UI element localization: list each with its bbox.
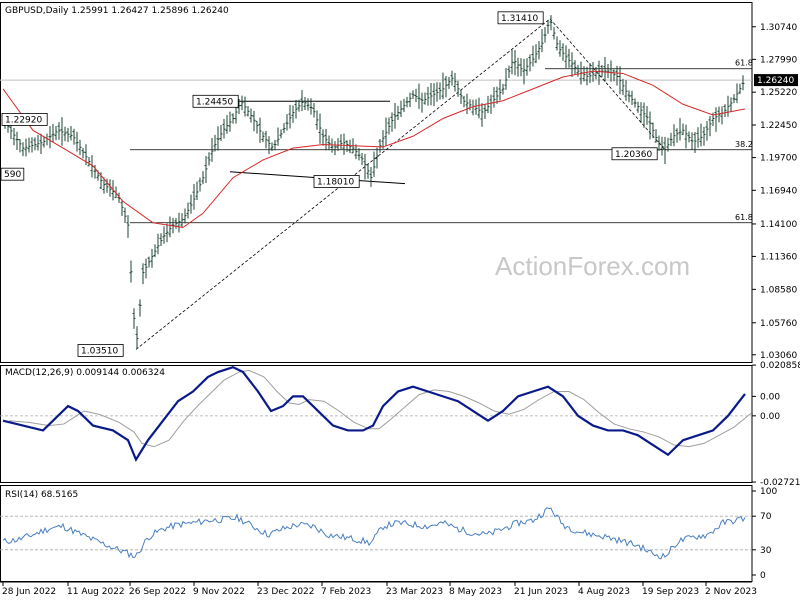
macd-signal-line: [8, 369, 752, 448]
x-tick-label: 23 Dec 2022: [257, 587, 315, 597]
x-tick-label: 7 Feb 2023: [321, 587, 371, 597]
x-tick-label: 11 Aug 2022: [67, 587, 125, 597]
sma-line: [2, 70, 746, 229]
price-label: 1.22920: [5, 115, 42, 125]
panel-frames: [0, 2, 753, 583]
x-tick-label: 9 Nov 2022: [193, 587, 245, 597]
x-tick-label: 8 May 2023: [449, 587, 502, 597]
price-label: 590: [4, 170, 21, 180]
axes: 1.30740 1.27990 1.25220 1.22450 1.19700 1.169…: [2, 23, 800, 597]
last-price-label: 1.26240: [757, 76, 794, 86]
x-tick-label: 23 Mar 2023: [386, 587, 443, 597]
x-tick-label: 2 Nov 2023: [705, 587, 757, 597]
price-label: 1.18010: [317, 177, 354, 187]
macd-ytick-label: 0.00: [760, 392, 780, 402]
macd-line: [2, 366, 746, 463]
price-label: 1.03510: [81, 346, 118, 356]
macd-ytick-label: -0.027213: [760, 478, 800, 488]
dashed-trend-up: [135, 18, 551, 350]
price-label-box: [77, 344, 124, 357]
fib-lines: 61.8 38.2 61.8: [0, 59, 753, 224]
fib-label: 38.2: [735, 140, 753, 149]
macd-ytick-label: 0.00: [760, 412, 780, 422]
fib-label: 61.8: [735, 213, 753, 222]
x-tick-label: 28 Jun 2022: [2, 587, 56, 597]
price-ytick-label: 1.03060: [760, 351, 797, 361]
price-ytick-label: 1.05760: [760, 319, 797, 329]
rsi-line: [2, 507, 746, 560]
price-label: 1.20360: [615, 150, 652, 160]
price-ytick-label: 1.25220: [760, 88, 797, 98]
price-ytick-label: 1.30740: [760, 23, 797, 33]
price-ytick-label: 1.14100: [760, 220, 797, 230]
panel-frame-macd: [0, 365, 753, 483]
last-price-box: [754, 74, 798, 87]
price-label-box: [0, 167, 25, 181]
price-label-box: [313, 175, 360, 188]
price-label: 1.24450: [196, 97, 233, 107]
rsi-ytick-label: 70: [760, 512, 772, 522]
price-ytick-label: 1.11360: [760, 252, 797, 262]
x-tick-label: 21 Jun 2023: [514, 587, 568, 597]
price-label-box: [1, 113, 48, 126]
rsi-series: [0, 507, 752, 560]
x-tick-label: 4 Aug 2023: [578, 587, 630, 597]
fib-label: 61.8: [735, 59, 753, 68]
price-ytick-label: 1.08580: [760, 285, 797, 295]
dashed-trend-down: [549, 18, 666, 151]
panel-frame-price: [0, 2, 753, 363]
x-tick-label: 19 Sep 2023: [642, 587, 699, 597]
price-ytick-label: 1.19700: [760, 154, 797, 164]
price-ytick-label: 1.16940: [760, 186, 797, 196]
macd-title: MACD(12,26,9) 0.009144 0.006324: [5, 368, 165, 378]
rsi-ytick-label: 30: [760, 546, 772, 556]
price-label: 1.31410: [501, 14, 538, 24]
rsi-ytick-label: 100: [760, 487, 777, 497]
price-label-box: [192, 94, 239, 108]
price-labels: 1.31410 1.24450 1.22920 1.20360 1.18010 1.035…: [0, 11, 658, 357]
macd-series: [0, 366, 752, 463]
price-title: GBPUSD,Daily 1.25991 1.26427 1.25896 1.2…: [5, 6, 229, 16]
watermark: ActionForex.com: [495, 251, 690, 281]
price-label-box: [497, 11, 544, 25]
x-tick-label: 26 Sep 2022: [129, 587, 186, 597]
price-ytick-label: 1.22450: [760, 121, 797, 131]
macd-ytick-label: 0.020858: [760, 361, 800, 371]
price-label-box: [611, 147, 658, 161]
price-ytick-label: 1.27990: [760, 55, 797, 65]
moving-average-line: [2, 70, 746, 229]
rsi-ytick-label: 0: [760, 571, 766, 581]
rsi-title: RSI(14) 68.5165: [5, 490, 78, 500]
